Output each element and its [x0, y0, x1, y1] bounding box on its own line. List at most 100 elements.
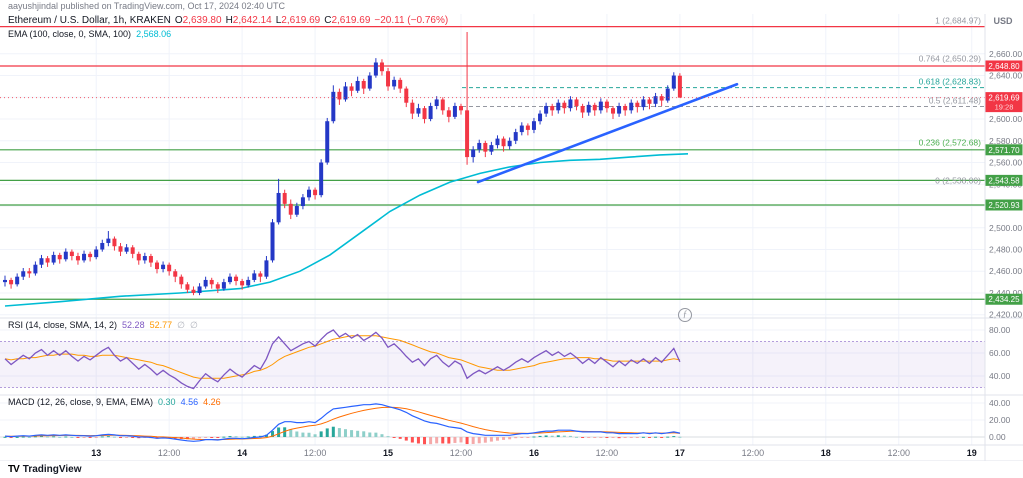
countdown-text: 19:28 [995, 103, 1014, 112]
ema-label[interactable]: EMA (100, close, 0, SMA, 100) [8, 29, 132, 39]
candle-body [519, 125, 524, 133]
candle-body [21, 271, 26, 277]
macd-hist-bar [575, 436, 579, 438]
level-badge-bg [985, 293, 1023, 305]
fib-level-label[interactable]: 0.618 (2,628.83) [919, 77, 982, 87]
time-tick-label[interactable]: 16 [529, 448, 539, 458]
rsi-line [4, 329, 681, 390]
macd-tick-label[interactable]: 40.00 [989, 398, 1011, 408]
candle-body [483, 142, 488, 152]
macd-hist-bar [82, 437, 86, 438]
candle-body [379, 62, 384, 72]
time-tick-label[interactable]: 15 [383, 448, 393, 458]
time-tick-label[interactable]: 17 [675, 448, 685, 458]
time-tick-label[interactable]: 14 [237, 448, 247, 458]
macd-hist-bar [343, 429, 347, 437]
level-badge-bg [985, 60, 1023, 72]
time-tick-label[interactable]: 18 [821, 448, 831, 458]
macd-hist-bar [216, 437, 220, 438]
candle-body [465, 110, 470, 158]
macd-hist-bar [240, 436, 244, 438]
candle-body [343, 86, 348, 100]
tradingview-brand[interactable]: TradingView [22, 464, 82, 475]
fib-level-label[interactable]: 0.236 (2,572.68) [919, 138, 982, 148]
ohlc-value: 2,639.80 [182, 15, 222, 26]
time-tick-label[interactable]: 19 [967, 448, 977, 458]
macd-hist-bar [593, 437, 597, 438]
candle-body [495, 138, 500, 146]
candle-body [452, 105, 457, 117]
candle-body [531, 121, 536, 130]
time-tick-label[interactable]: 12:00 [742, 448, 765, 458]
tradingview-logo-icon[interactable]: TV [8, 464, 20, 475]
time-tick-label[interactable]: 12:00 [887, 448, 910, 458]
candle-body [477, 142, 482, 150]
macd-hist-bar [502, 437, 506, 440]
ohlc-value: 2,619.69 [281, 15, 321, 26]
price-tick-label[interactable]: 2,580.00 [989, 136, 1022, 146]
rsi-label[interactable]: RSI (14, close, SMA, 14, 2) [8, 320, 118, 330]
price-tick-label[interactable]: 2,460.00 [989, 266, 1022, 276]
candle-body [300, 197, 305, 207]
macd-hist-bar [368, 432, 372, 437]
trendline[interactable] [476, 82, 739, 184]
macd-tick-label[interactable]: 0.00 [989, 432, 1006, 442]
price-tick-label[interactable]: 2,480.00 [989, 245, 1022, 255]
candle-body [361, 80, 366, 89]
ema-line[interactable] [4, 153, 689, 307]
candle-body [185, 284, 190, 290]
price-axis[interactable]: USD2,660.002,640.002,620.002,600.002,580… [989, 16, 1022, 442]
macd-hist-bar [392, 437, 396, 438]
candle-body [641, 99, 646, 108]
rsi-tick-label[interactable]: 80.00 [989, 325, 1011, 335]
candle-body [665, 88, 670, 101]
candle-body [489, 145, 494, 152]
macd-hist-bar [70, 436, 74, 438]
candle-body [57, 254, 62, 260]
fib-level-label[interactable]: 0.5 (2,611.48) [929, 96, 981, 106]
time-tick-label[interactable]: 13 [91, 448, 101, 458]
time-axis[interactable]: 13 12:00 14 12:00 15 12:00 16 12:00 17 12:00 18 12:… [91, 448, 977, 458]
price-tick-label[interactable]: 2,440.00 [989, 288, 1022, 298]
candle-body [319, 162, 324, 196]
candle-body [392, 79, 397, 87]
macd-hist-bar [459, 437, 463, 443]
rsi-tick-label[interactable]: 60.00 [989, 348, 1011, 358]
macd-hist-bar [58, 436, 62, 438]
price-tick-label[interactable]: 2,640.00 [989, 71, 1022, 81]
macd-label[interactable]: MACD (12, 26, close, 9, EMA, EMA) [8, 397, 154, 407]
price-tick-label[interactable]: 2,420.00 [989, 310, 1022, 320]
candle-body [209, 279, 214, 285]
fib-level-label[interactable]: 1 (2,684.97) [935, 16, 981, 26]
price-tick-label[interactable]: 2,660.00 [989, 49, 1022, 59]
ohlc-key: C [324, 15, 332, 26]
fib-level-label[interactable]: 0.764 (2,650.29) [919, 53, 982, 63]
price-tick-label[interactable]: 2,500.00 [989, 223, 1022, 233]
symbol-title[interactable]: Ethereum / U.S. Dollar, 1h, KRAKEN [8, 15, 171, 26]
candle-body [422, 108, 427, 120]
macd-hist-bar [617, 437, 621, 439]
price-tick-label[interactable]: 2,600.00 [989, 114, 1022, 124]
level-badge-text: 2,571.70 [988, 146, 1020, 155]
fib-level-label[interactable]: 0 (2,538.00) [935, 175, 981, 185]
candle-body [118, 246, 123, 252]
rsi-tick-label[interactable]: 40.00 [989, 371, 1011, 381]
macd-legend: MACD (12, 26, close, 9, EMA, EMA) 0.30 4.5… [8, 397, 221, 407]
time-tick-label[interactable]: 12:00 [158, 448, 181, 458]
fx-icon[interactable]: ƒ [678, 308, 692, 322]
macd-hist-bar [672, 436, 676, 438]
candle-body [106, 238, 111, 243]
level-badge-text: 2,543.58 [988, 176, 1020, 185]
candle-body [647, 99, 652, 104]
candle-body [629, 102, 634, 111]
candle-body [562, 102, 567, 109]
time-tick-label[interactable]: 12:00 [596, 448, 619, 458]
currency-label[interactable]: USD [993, 16, 1013, 26]
price-tick-label[interactable]: 2,560.00 [989, 158, 1022, 168]
candle-body [246, 279, 251, 286]
time-tick-label[interactable]: 12:00 [304, 448, 327, 458]
macd-tick-label[interactable]: 20.00 [989, 415, 1011, 425]
time-tick-label[interactable]: 12:00 [450, 448, 473, 458]
